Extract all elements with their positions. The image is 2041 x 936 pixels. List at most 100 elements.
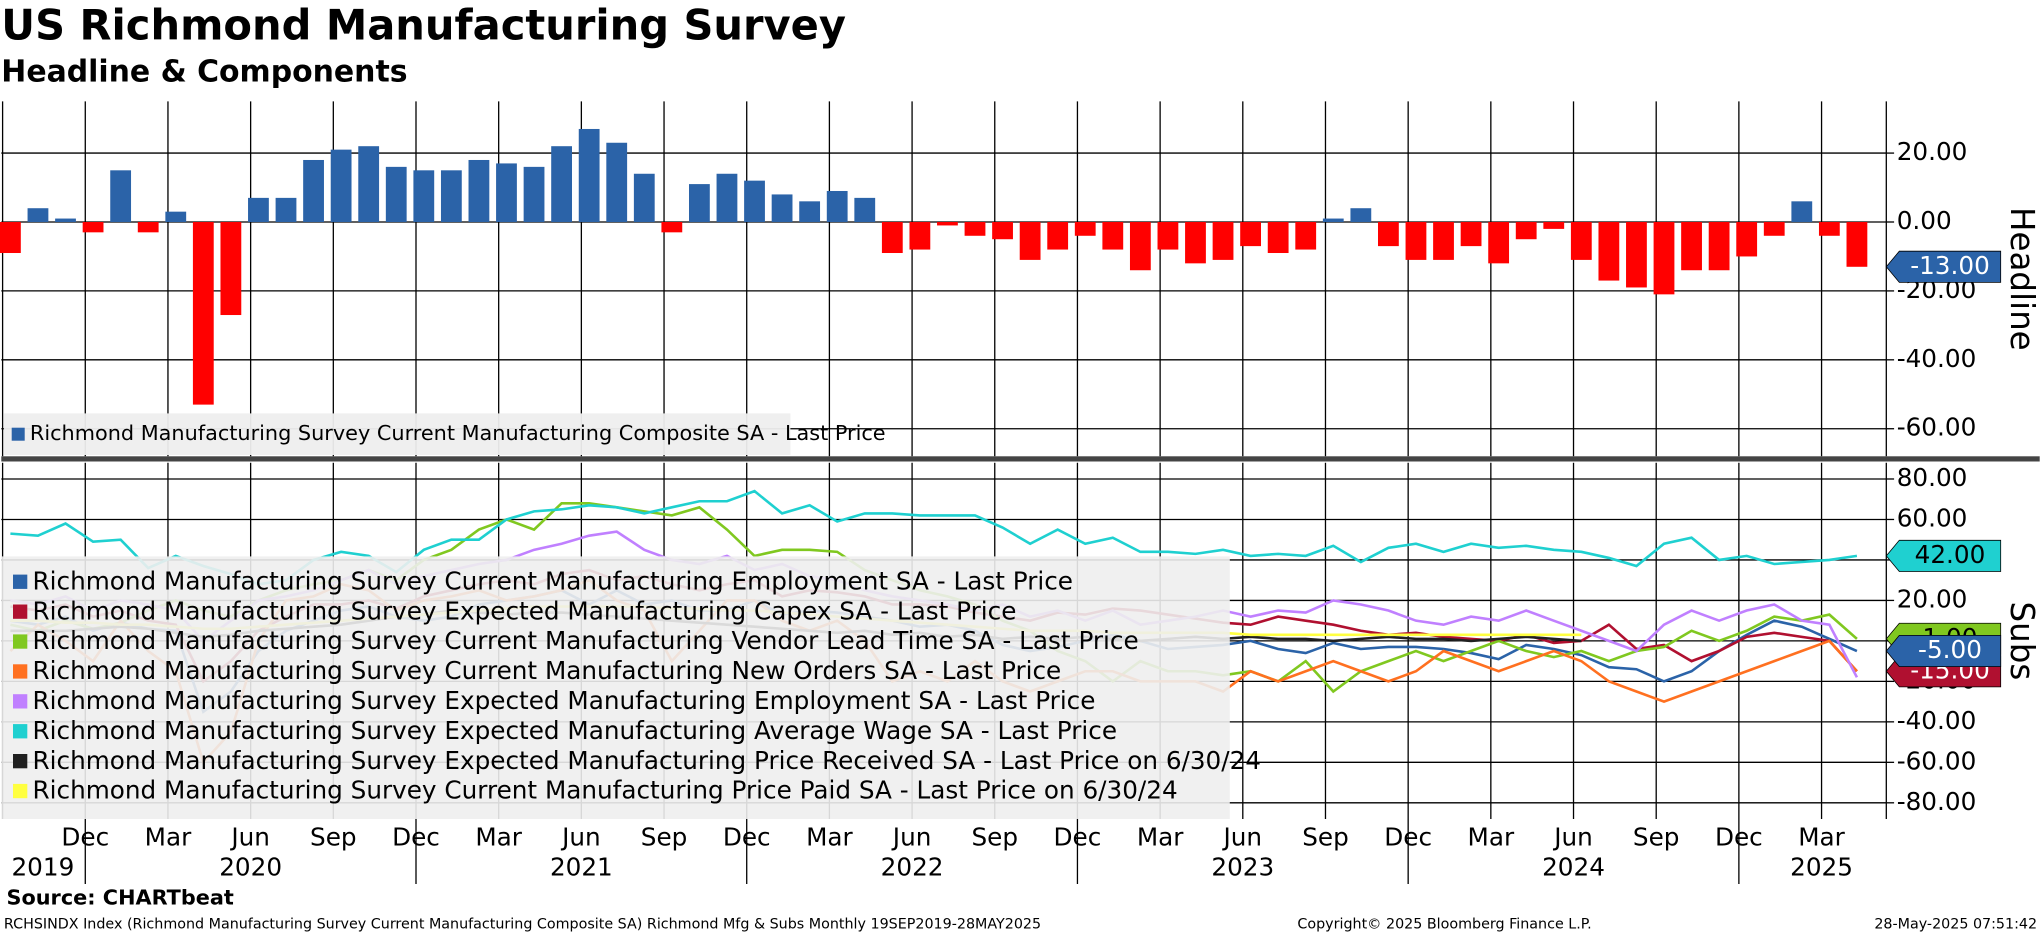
y-axis-title: Subs <box>2003 602 2041 681</box>
legend-box <box>3 413 791 455</box>
bar <box>385 166 407 222</box>
bar <box>303 159 324 222</box>
y-tick-label: -60.00 <box>1897 746 1977 775</box>
bar <box>1240 221 1261 247</box>
x-tick-label: Mar <box>475 822 522 851</box>
bar <box>1791 201 1813 222</box>
legend-box <box>1 556 1230 819</box>
legend-label: Richmond Manufacturing Survey Expected M… <box>33 746 1262 775</box>
value-tag <box>1885 250 2002 283</box>
legend-label: Richmond Manufacturing Survey Expected M… <box>33 686 1096 715</box>
bar <box>1129 221 1151 271</box>
x-tick-label: Jun <box>229 822 270 851</box>
value-label: -5.00 <box>1918 635 1982 664</box>
chart-subtitle: Headline & Components <box>1 54 407 89</box>
x-year-label: 2025 <box>1790 852 1853 881</box>
bar <box>771 194 793 222</box>
bar <box>82 221 104 233</box>
x-year-label: 2023 <box>1211 852 1274 881</box>
footer-description: RCHSINDX Index (Richmond Manufacturing S… <box>4 916 1041 932</box>
bar <box>1405 221 1427 260</box>
x-year-label: 2024 <box>1542 852 1605 881</box>
bar <box>1763 221 1785 236</box>
y-tick-label: 60.00 <box>1897 503 1968 532</box>
legend-swatch <box>13 694 28 709</box>
legend-label: Richmond Manufacturing Survey Expected M… <box>33 596 1017 625</box>
bar <box>468 159 490 222</box>
bar <box>964 221 986 236</box>
bar <box>909 221 931 250</box>
copyright: Copyright© 2025 Bloomberg Finance L.P. <box>1297 916 1591 932</box>
bar <box>0 221 21 254</box>
bar <box>496 163 517 222</box>
x-tick-label: Sep <box>1302 822 1349 851</box>
y-tick-label: -40.00 <box>1897 344 1977 373</box>
bar <box>358 146 380 222</box>
bar <box>275 197 297 222</box>
x-tick-label: Jun <box>1552 822 1593 851</box>
bar <box>1185 221 1206 264</box>
x-tick-label: Sep <box>1633 822 1680 851</box>
bar <box>854 197 876 222</box>
value-tag <box>1885 635 2002 668</box>
bar <box>1736 221 1758 257</box>
plots: 20.000.00-20.00-40.00-60.00Headline-13.0… <box>0 101 2041 884</box>
bar <box>1708 221 1730 271</box>
x-tick-label: Sep <box>310 822 357 851</box>
x-tick-label: Mar <box>1798 822 1845 851</box>
x-tick-label: Jun <box>891 822 932 851</box>
panel-separator <box>1 456 2040 462</box>
bar <box>661 221 683 233</box>
source: Source: CHARTbeat <box>7 885 234 909</box>
bar <box>1047 221 1069 250</box>
bar <box>1074 221 1096 236</box>
bar <box>192 221 214 405</box>
legend-swatch <box>11 427 25 441</box>
bar <box>440 170 462 222</box>
bar <box>633 173 655 222</box>
bar <box>578 128 600 222</box>
bar <box>1543 221 1565 229</box>
x-tick-label: Mar <box>1468 822 1515 851</box>
bar <box>826 190 848 222</box>
x-year-label: 2022 <box>881 852 944 881</box>
x-year-label: 2020 <box>219 852 282 881</box>
bar <box>1378 221 1399 247</box>
bar <box>27 208 49 222</box>
value-label: -13.00 <box>1910 251 1990 280</box>
chart-title: US Richmond Manufacturing Survey <box>1 1 846 50</box>
bar <box>937 221 958 226</box>
bar <box>1267 221 1289 254</box>
bar <box>1515 221 1537 240</box>
bar <box>1019 221 1041 260</box>
bar <box>689 184 710 222</box>
bar <box>881 221 903 254</box>
bar <box>137 221 159 233</box>
bar <box>523 166 545 222</box>
x-tick-label: Sep <box>971 822 1018 851</box>
bar <box>413 170 435 222</box>
bar <box>1322 218 1344 222</box>
bar <box>744 180 765 222</box>
timestamp: 28-May-2025 07:51:42 <box>1874 916 2037 932</box>
value-label: 42.00 <box>1915 540 1986 569</box>
bar <box>992 221 1013 240</box>
bar <box>1460 221 1482 247</box>
y-tick-label: -80.00 <box>1897 787 1977 816</box>
bar <box>1653 221 1675 295</box>
bar <box>248 197 269 222</box>
legend-swatch <box>13 604 28 619</box>
bar <box>110 170 132 222</box>
bar <box>551 146 572 222</box>
bar <box>799 201 821 222</box>
bar <box>1846 221 1868 267</box>
y-tick-label: 80.00 <box>1897 463 1968 492</box>
y-tick-label: -40.00 <box>1897 706 1977 735</box>
y-tick-label: 0.00 <box>1897 206 1952 235</box>
y-axis-title: Headline <box>2003 207 2041 351</box>
bar <box>1212 221 1234 260</box>
x-tick-label: Mar <box>806 822 853 851</box>
bar <box>1488 221 1510 264</box>
